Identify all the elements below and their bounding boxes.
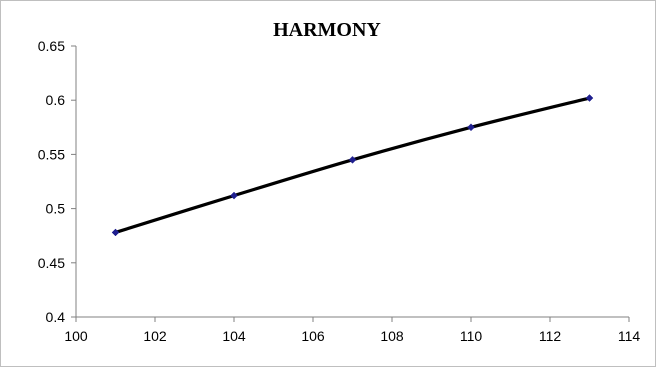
x-tick-label: 114 <box>618 328 641 344</box>
y-tick-label: 0.5 <box>46 201 66 217</box>
data-point-marker <box>467 123 475 132</box>
y-tick-label: 0.55 <box>38 146 65 162</box>
x-tick-label: 100 <box>64 328 88 344</box>
y-tick-label: 0.45 <box>38 255 65 271</box>
x-tick-label: 104 <box>222 328 246 344</box>
data-point-marker <box>230 191 238 200</box>
data-point-marker <box>348 155 357 164</box>
x-tick-label: 108 <box>380 328 404 344</box>
x-tick-label: 102 <box>143 328 167 344</box>
y-tick-label: 0.65 <box>38 38 65 54</box>
data-point-marker <box>585 94 594 102</box>
y-axis-ticks: 0.4 0.45 0.5 0.55 0.6 0.65 <box>38 38 76 325</box>
x-tick-label: 110 <box>460 328 483 344</box>
series-layer <box>111 94 594 237</box>
chart-title: HARMONY <box>273 19 381 41</box>
x-axis-ticks: 100 102 104 106 108 110 112 114 <box>64 317 640 344</box>
y-tick-label: 0.4 <box>46 309 66 325</box>
series-line <box>113 96 592 235</box>
axes <box>75 46 629 318</box>
data-point-marker <box>111 228 120 237</box>
x-tick-label: 106 <box>301 328 325 344</box>
x-tick-label: 112 <box>539 328 562 344</box>
y-tick-label: 0.6 <box>46 92 66 108</box>
